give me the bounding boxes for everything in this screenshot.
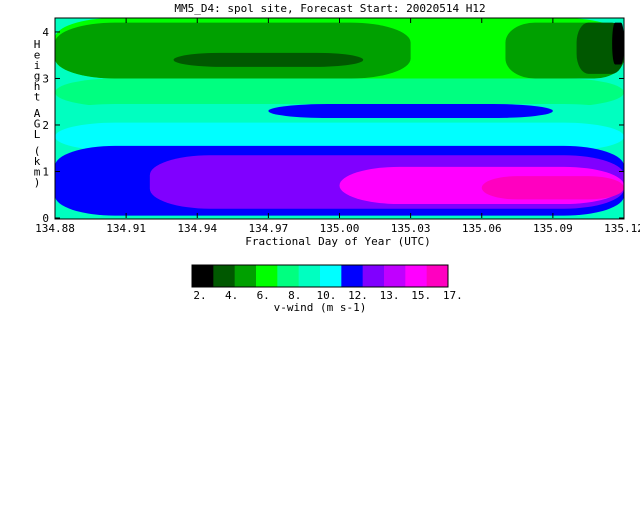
y-label-char: G: [34, 118, 41, 131]
colorbar-swatch: [298, 265, 321, 287]
x-tick-label: 135.00: [320, 222, 360, 235]
colorbar-swatch: [234, 265, 257, 287]
y-label-char: L: [34, 128, 41, 141]
x-axis: 134.88 134.91 134.94 134.97 135.00 135.03 135.…: [35, 18, 640, 235]
contour-band: [55, 122, 624, 151]
x-tick-label: 135.09: [533, 222, 573, 235]
x-tick-label: 134.94: [177, 222, 217, 235]
y-axis: 0 1 2 3 4: [42, 26, 624, 225]
colorbar-label: v-wind (m s-1): [274, 301, 367, 314]
y-label-char: A: [34, 107, 41, 120]
colorbar-swatch: [362, 265, 385, 287]
colorbar-swatch: [405, 265, 428, 287]
y-label-char: ): [34, 176, 41, 189]
y-label-char: g: [34, 70, 41, 83]
contour-fill-layer: [55, 18, 624, 216]
colorbar-frame: [191, 264, 449, 288]
x-tick-label: 134.88: [35, 222, 75, 235]
contour-band: [576, 22, 624, 74]
colorbar-tick-label: 6.: [257, 289, 270, 302]
y-label-char: e: [34, 49, 41, 62]
colorbar-swatch: [213, 265, 236, 287]
colorbar-swatch: [192, 265, 214, 287]
y-tick-label: 0: [42, 212, 49, 225]
y-label-char: t: [34, 91, 41, 104]
y-label-char: i: [34, 59, 41, 72]
colorbar-swatch: [256, 265, 278, 287]
colorbar-swatch: [384, 265, 406, 287]
y-label-char: k: [34, 155, 41, 168]
contour-band: [612, 22, 624, 65]
x-tick-label: 135.12: [604, 222, 640, 235]
x-tick-label: 134.91: [106, 222, 146, 235]
x-tick-label: 134.97: [249, 222, 289, 235]
colorbar-swatch: [320, 265, 342, 287]
x-tick-label: 135.03: [391, 222, 431, 235]
x-axis-label: Fractional Day of Year (UTC): [245, 235, 430, 248]
contour-band: [481, 176, 624, 200]
colorbar-tick-label: 12.: [348, 289, 368, 302]
colorbar-tick-label: 13.: [380, 289, 400, 302]
x-tick-label: 135.06: [462, 222, 502, 235]
y-label-char: (: [34, 145, 41, 158]
colorbar-tick-label: 2.: [193, 289, 206, 302]
plot-area: [54, 17, 625, 220]
colorbar-tick-label: 10.: [316, 289, 336, 302]
y-label-char: H: [34, 38, 41, 51]
contour-band: [268, 104, 553, 118]
colorbar-tick-label: 8.: [288, 289, 301, 302]
colorbar-swatch: [277, 265, 300, 287]
y-tick-label: 3: [42, 72, 49, 85]
contour-band: [55, 22, 411, 79]
colorbar-tick-label: 17.: [443, 289, 463, 302]
colorbar-swatch: [426, 265, 449, 287]
y-tick-label: 4: [42, 26, 49, 39]
colorbar-swatch: [341, 265, 364, 287]
y-tick-label: 1: [42, 165, 49, 178]
contour-band: [173, 52, 364, 67]
y-label-char: h: [34, 80, 41, 93]
y-tick-label: 2: [42, 119, 49, 132]
colorbar-tick-label: 15.: [411, 289, 431, 302]
colorbar: 2. 4. 6. 8. 10. 12. 13. 15. 17.: [191, 264, 463, 302]
contour-band: [55, 78, 624, 107]
chart-title: MM5_D4: spol site, Forecast Start: 20020…: [174, 2, 485, 15]
y-label-char: m: [34, 166, 41, 179]
colorbar-tick-label: 4.: [225, 289, 238, 302]
